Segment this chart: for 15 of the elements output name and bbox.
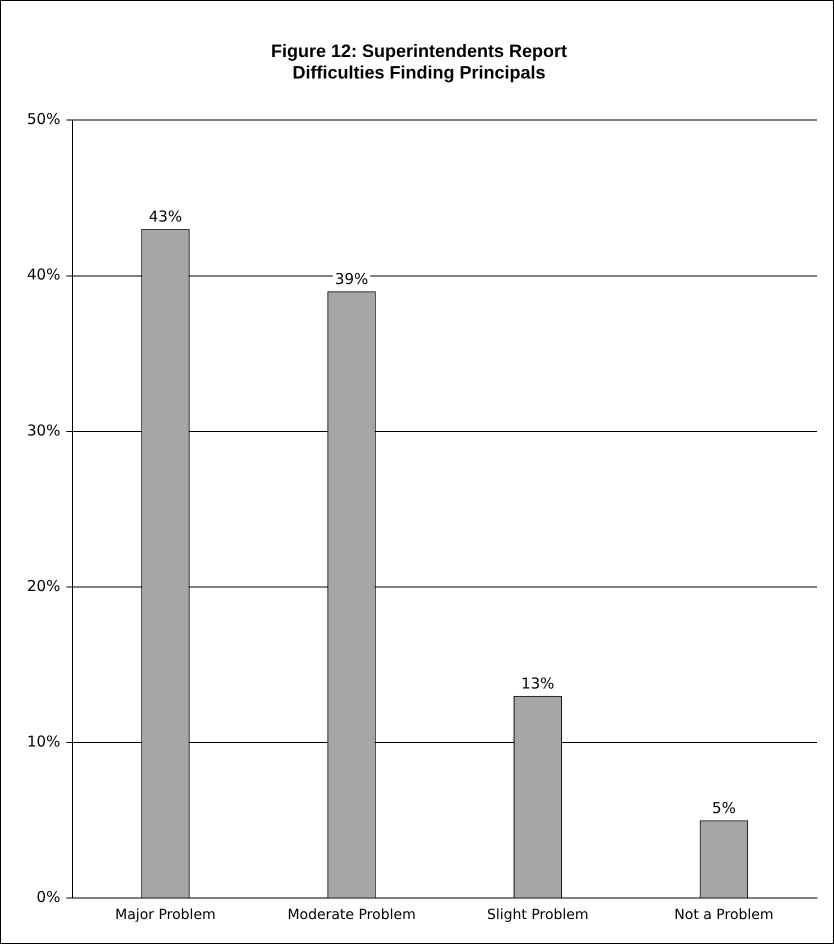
x-tick-label: Major Problem xyxy=(115,907,216,924)
x-tick-label: Slight Problem xyxy=(486,907,589,924)
chart-title: Figure 12: Superintendents Report Difficulties Finding Principals xyxy=(270,40,568,82)
data-label: 13% xyxy=(521,674,554,692)
data-label: 43% xyxy=(148,208,182,226)
y-tick-label: 20% xyxy=(26,576,60,595)
data-label: 39% xyxy=(334,270,368,288)
y-tick-label: 10% xyxy=(26,732,60,750)
y-tick-label: 40% xyxy=(26,266,60,284)
y-tick-label: 30% xyxy=(26,421,60,440)
data-label: 5% xyxy=(712,798,736,817)
y-tick-label: 0% xyxy=(36,888,60,906)
y-tick-label: 50% xyxy=(26,110,60,128)
x-tick-label: Not a Problem xyxy=(674,907,774,924)
x-tick-label: Moderate Problem xyxy=(287,907,416,924)
